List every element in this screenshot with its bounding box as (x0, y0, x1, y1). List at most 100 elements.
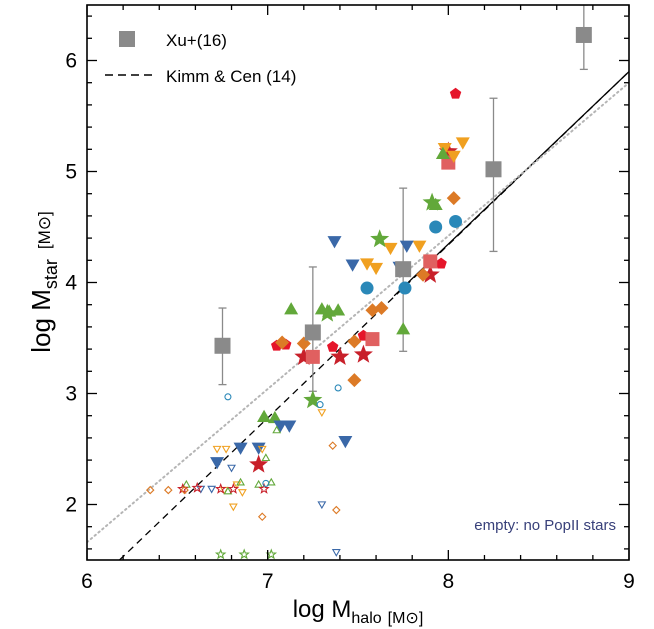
data-point-star (191, 481, 203, 493)
data-point-square (365, 332, 380, 347)
data-point-triangle-down (228, 503, 238, 512)
data-point-triangle-down (446, 150, 461, 163)
data-point-circle (334, 384, 342, 392)
y-axis-label-unit: [M⊙] (35, 211, 54, 249)
data-point-circle (224, 393, 232, 401)
dotted-line (87, 81, 629, 544)
annotation-empty-no-popii: empty: no PopII stars (474, 517, 616, 534)
y-tick-label: 4 (65, 272, 77, 295)
data-point-triangle-down (317, 501, 327, 510)
legend-xu16-marker (119, 31, 135, 47)
data-point-star (330, 346, 350, 365)
data-point-circle (449, 214, 463, 228)
data-point-triangle-down (338, 435, 353, 449)
y-tick-label: 2 (65, 494, 77, 517)
x-axis-label: log Mhalo [M⊙] (293, 596, 424, 627)
data-point-triangle-down (257, 445, 267, 454)
data-point-triangle-up (435, 146, 450, 159)
data-point-triangle-up (257, 409, 272, 423)
xu16-point (395, 261, 412, 278)
data-point-triangle-down (345, 259, 360, 272)
data-point-triangle-up (331, 303, 346, 316)
data-point-star (238, 548, 250, 560)
legend: Xu+(16) Kimm & Cen (14) (105, 31, 296, 86)
xu16-point (485, 161, 502, 178)
data-point-circle (360, 281, 374, 295)
data-point-star (353, 344, 373, 363)
data-point-diamond (416, 267, 431, 282)
data-point-pentagon (449, 87, 462, 99)
data-point-triangle-up (284, 302, 299, 315)
data-point-star (370, 229, 390, 248)
data-point-triangle-down (455, 137, 470, 150)
legend-kimm-cen-label: Kimm & Cen (14) (166, 67, 296, 86)
xu16-point (575, 26, 592, 43)
data-point-star (227, 482, 240, 494)
x-tick-label: 7 (262, 570, 274, 593)
legend-xu16-label: Xu+(16) (166, 31, 227, 50)
data-point-triangle-down (233, 442, 248, 455)
y-axis-label: log Mstar [M⊙] (26, 211, 61, 352)
y-tick-label: 3 (65, 383, 77, 406)
data-point-diamond (275, 335, 290, 350)
data-point-star (249, 454, 269, 473)
data-point-star (420, 264, 440, 283)
data-point-triangle-down (317, 409, 327, 417)
data-point-circle (398, 281, 412, 295)
data-point-star (258, 482, 270, 494)
data-point-triangle-down (251, 442, 266, 455)
data-point-pentagon (327, 340, 339, 352)
data-point-triangle-down (221, 445, 231, 454)
xu16-point (214, 337, 231, 354)
data-point-diamond (347, 373, 362, 388)
data-point-triangle-down (331, 549, 341, 557)
data-point-diamond (328, 441, 337, 450)
data-point-circle (429, 220, 443, 234)
x-axis-label-sub: halo (351, 610, 381, 627)
xu16-point (304, 324, 321, 341)
data-point-star (317, 303, 337, 322)
data-point-circle (262, 479, 270, 487)
data-point-triangle-down (207, 485, 217, 494)
data-point-triangle-up (223, 486, 233, 495)
data-point-triangle-up (267, 410, 282, 424)
data-point-triangle-down (327, 236, 342, 249)
data-point-pentagon (435, 257, 447, 269)
data-point-triangle-up (396, 322, 411, 335)
data-point-diamond (347, 334, 362, 349)
data-point-triangle-up (272, 425, 282, 434)
data-point-square (305, 349, 320, 364)
data-point-star (214, 482, 227, 494)
data-point-triangle-up (236, 477, 246, 486)
data-point-diamond (365, 303, 380, 318)
data-point-triangle-down (273, 420, 288, 433)
data-point-square (423, 254, 438, 269)
x-axis-label-main: log M (293, 596, 352, 623)
data-point-triangle-down (369, 262, 384, 276)
y-axis-label-sub: star (41, 259, 61, 289)
data-point-triangle-down (383, 242, 398, 256)
x-tick-label: 8 (442, 570, 454, 593)
data-point-diamond (164, 485, 173, 495)
data-point-triangle-down (437, 142, 452, 156)
x-tick-label: 9 (623, 570, 635, 593)
data-point-triangle-up (266, 477, 276, 486)
data-point-triangle-down (360, 258, 375, 271)
data-point-diamond (332, 505, 341, 515)
data-point-diamond (180, 485, 189, 495)
data-point-star (214, 548, 227, 560)
data-point-diamond (257, 512, 267, 521)
data-point-triangle-down (210, 457, 225, 470)
x-tick-label: 6 (81, 570, 93, 593)
data-point-triangle-down (227, 464, 236, 473)
data-point-star (422, 192, 442, 211)
y-axis-label-main: log M (26, 289, 56, 353)
data-point-star (438, 141, 458, 160)
data-point-star (303, 390, 323, 409)
y-tick-label: 6 (65, 50, 77, 73)
data-point-triangle-up (261, 453, 271, 462)
data-point-diamond (446, 191, 461, 206)
data-point-diamond (145, 485, 155, 495)
data-point-triangle-down (212, 445, 222, 454)
